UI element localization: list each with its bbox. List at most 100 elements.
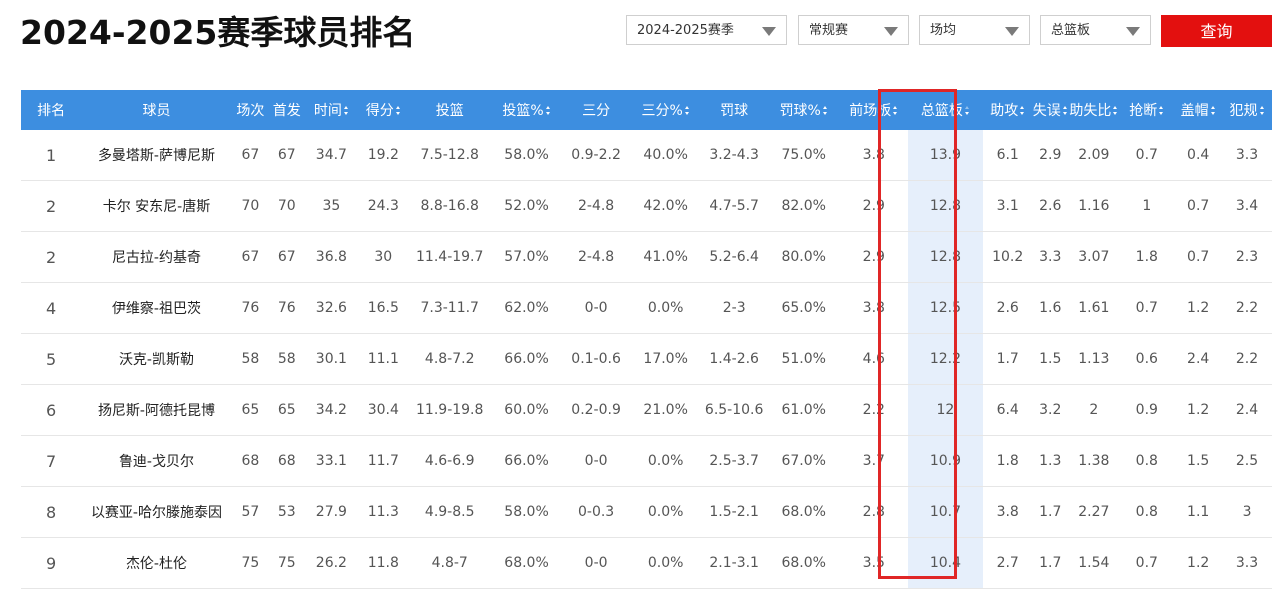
table-row[interactable]: 9 杰伦-杜伦 75 75 26.2 11.8 4.8-7 68.0% 0-0 0.0% 2.1-3… [21,537,1272,589]
stat-cell: 0-0 [561,435,631,487]
player-name-cell[interactable]: 尼古拉-约基奇 [81,231,232,283]
sort-arrows-icon[interactable] [1259,106,1265,116]
sort-arrows-icon[interactable] [1113,106,1118,116]
sort-arrows-icon[interactable] [964,106,970,116]
column-header[interactable]: 前场板 [840,90,908,130]
column-header[interactable]: 犯规 [1222,90,1272,130]
sort-arrows-icon[interactable] [684,106,690,116]
stat-cell: 3.07 [1068,231,1120,283]
stat-cell: 5.2-6.4 [700,231,768,283]
stat-cell: 4.7-5.7 [700,180,768,232]
stat-cell: 53 [269,486,305,538]
column-header[interactable]: 罚球% [767,90,841,130]
player-name-cell[interactable]: 以赛亚-哈尔滕施泰因 [81,486,232,538]
stat-cell: 27.9 [304,486,359,538]
sort-arrows-icon[interactable] [395,106,401,116]
stat-cell: 2-4.8 [561,180,631,232]
column-header-label: 罚球% [779,103,821,119]
sort-arrows-icon[interactable] [1020,106,1025,116]
stat-cell: 68 [269,435,305,487]
stat-cell: 2-4.8 [561,231,631,283]
table-row[interactable]: 8 以赛亚-哈尔滕施泰因 57 53 27.9 11.3 4.9-8.5 58.0% 0-0.3… [21,486,1272,538]
column-header[interactable]: 助攻 [983,90,1033,130]
column-header[interactable]: 失误 [1032,90,1069,130]
game-type-select[interactable]: 常规赛 [798,15,909,45]
column-header[interactable]: 得分 [358,90,409,130]
player-name-cell[interactable]: 多曼塔斯-萨博尼斯 [81,130,232,181]
rank-cell: 7 [21,435,82,487]
query-button[interactable]: 查询 [1161,15,1272,47]
stat-cell: 12 [907,384,984,436]
column-header[interactable]: 助失比 [1068,90,1120,130]
rank-cell: 8 [21,486,82,538]
sort-stat-select[interactable]: 总篮板 [1040,15,1151,45]
column-header[interactable]: 三分% [630,90,701,130]
season-select[interactable]: 2024-2025赛季 [626,15,787,45]
column-header-label: 三分% [641,103,683,119]
stat-cell: 11.7 [358,435,409,487]
table-row[interactable]: 4 伊维察-祖巴茨 76 76 32.6 16.5 7.3-11.7 62.0% 0-0 0.0%… [21,282,1272,334]
player-name-cell[interactable]: 沃克-凯斯勒 [81,333,232,385]
column-header-label: 助攻 [990,103,1019,119]
stat-cell: 34.7 [304,130,359,181]
stat-cell: 1.13 [1068,333,1120,385]
column-header[interactable]: 时间 [304,90,359,130]
table-row[interactable]: 2 尼古拉-约基奇 67 67 36.8 30 11.4-19.7 57.0% 2-4.8 41.… [21,231,1272,283]
stat-cell: 52.0% [491,180,562,232]
column-header: 投篮 [408,90,492,130]
stat-cell: 57.0% [491,231,562,283]
table-row[interactable]: 7 鲁迪-戈贝尔 68 68 33.1 11.7 4.6-6.9 66.0% 0-0 0.0% 2.… [21,435,1272,487]
stat-mode-select[interactable]: 场均 [919,15,1030,45]
stat-cell: 4.6-6.9 [408,435,492,487]
column-header-label: 犯规 [1229,103,1258,119]
stat-cell: 8.8-16.8 [408,180,492,232]
column-header[interactable]: 盖帽 [1174,90,1223,130]
player-name-cell[interactable]: 伊维察-祖巴茨 [81,282,232,334]
stat-cell: 11.4-19.7 [408,231,492,283]
table-row[interactable]: 6 扬尼斯-阿德托昆博 65 65 34.2 30.4 11.9-19.8 60.0% 0.2-… [21,384,1272,436]
sort-arrows-icon[interactable] [1062,106,1068,116]
sort-arrows-icon[interactable] [822,106,828,116]
sort-arrows-icon[interactable] [893,106,898,116]
stat-cell: 11.3 [358,486,409,538]
stat-cell: 1.7 [1032,537,1069,589]
player-name-cell[interactable]: 卡尔 安东尼-唐斯 [81,180,232,232]
stat-cell: 12.2 [907,333,984,385]
player-name-cell[interactable]: 鲁迪-戈贝尔 [81,435,232,487]
stat-cell: 7.3-11.7 [408,282,492,334]
column-header[interactable]: 投篮% [491,90,562,130]
sort-arrows-icon[interactable] [545,106,551,116]
stat-cell: 0.9-2.2 [561,130,631,181]
column-header[interactable]: 抢断 [1119,90,1175,130]
stat-cell: 19.2 [358,130,409,181]
stat-cell: 58 [231,333,270,385]
column-header-label: 失误 [1032,103,1061,119]
player-name-cell[interactable]: 扬尼斯-阿德托昆博 [81,384,232,436]
column-header-label: 排名 [37,103,66,119]
sort-arrows-icon[interactable] [1159,106,1164,116]
column-header-label: 场次 [236,103,265,119]
sort-arrows-icon[interactable] [1210,106,1216,116]
table-row[interactable]: 2 卡尔 安东尼-唐斯 70 70 35 24.3 8.8-16.8 52.0% 2-4.8 42… [21,180,1272,232]
stat-cell: 0.7 [1174,180,1223,232]
stat-cell: 0.8 [1119,435,1175,487]
table-body: 1 多曼塔斯-萨博尼斯 67 67 34.7 19.2 7.5-12.8 58.0% 0.9-2… [21,130,1272,589]
stat-cell: 1.7 [983,333,1033,385]
player-name-cell[interactable]: 杰伦-杜伦 [81,537,232,589]
column-header[interactable]: 总篮板 [907,90,984,130]
stat-cell: 40.0% [630,130,701,181]
table-row[interactable]: 1 多曼塔斯-萨博尼斯 67 67 34.7 19.2 7.5-12.8 58.0% 0.9-2… [21,130,1272,181]
stat-cell: 67 [269,130,305,181]
sort-arrows-icon[interactable] [343,106,349,116]
stat-cell: 68.0% [767,486,841,538]
table-row[interactable]: 5 沃克-凯斯勒 58 58 30.1 11.1 4.8-7.2 66.0% 0.1-0.6 17… [21,333,1272,385]
stat-cell: 67 [231,231,270,283]
stat-cell: 34.2 [304,384,359,436]
stat-cell: 41.0% [630,231,701,283]
stat-cell: 3.3 [1032,231,1069,283]
stat-cell: 3.1 [983,180,1033,232]
stat-cell: 0.4 [1174,130,1223,181]
column-header-label: 投篮% [502,103,544,119]
stat-cell: 2.2 [1222,282,1272,334]
stat-cell: 13.9 [907,130,984,181]
